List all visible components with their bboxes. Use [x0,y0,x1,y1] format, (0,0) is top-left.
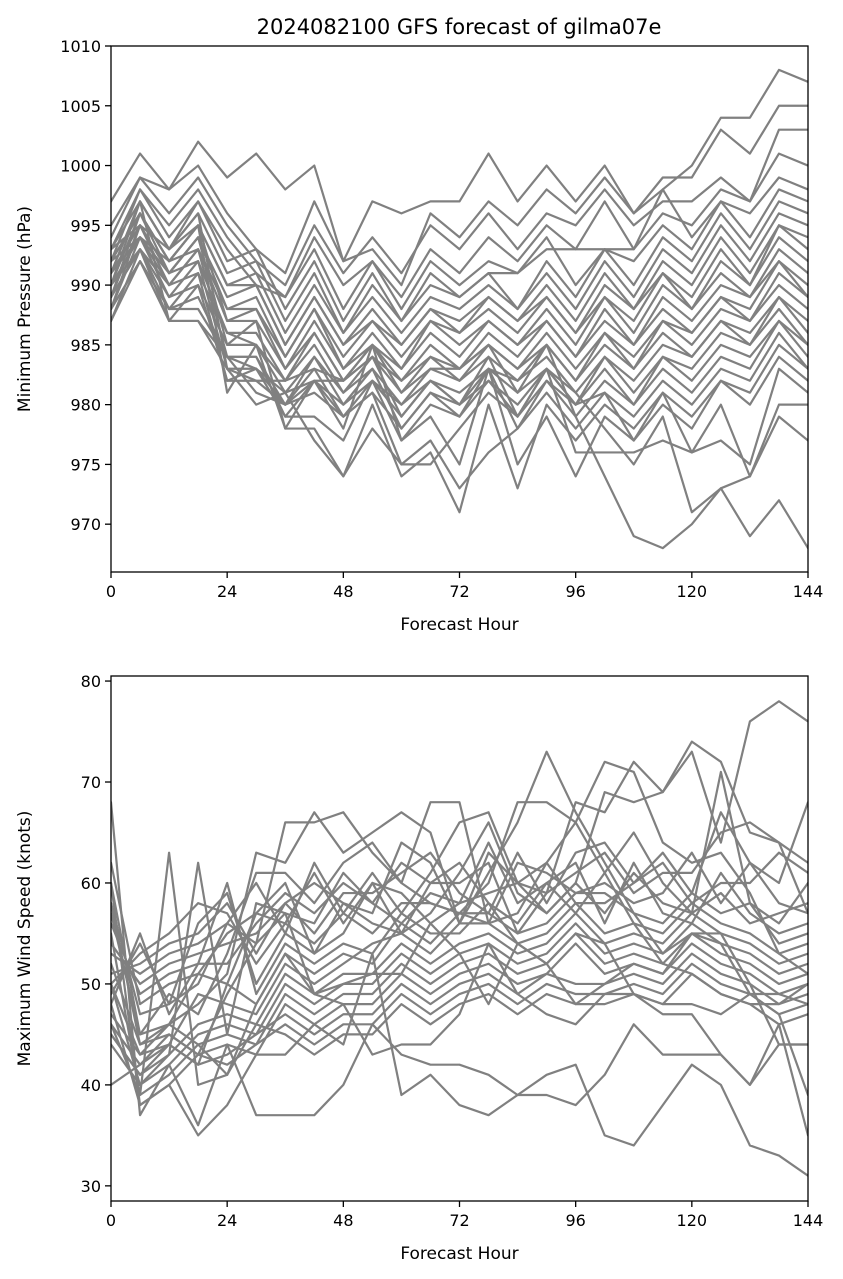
pressure-ytick-label: 1005 [60,97,101,116]
wind-series-line-26 [111,881,808,1076]
pressure-series-line-28 [111,248,808,550]
pressure-ytick-label: 970 [70,515,101,534]
pressure-ytick-label: 975 [70,455,101,474]
pressure-series-line-23 [111,212,808,514]
wind-ytick-label: 40 [81,1076,101,1095]
pressure-ytick-label: 980 [70,396,101,415]
wind-series-line-10 [111,700,808,1006]
figure-title: 2024082100 GFS forecast of gilma07e [257,15,662,39]
pressure-xtick-label: 120 [677,582,708,601]
pressure-chart: 0 24 48 72 96 120 144 970 975 980 985 990 995 1000 100… [15,37,823,635]
wind-xtick-label: 72 [449,1211,469,1230]
pressure-series-line-12 [111,236,808,370]
chart-panels: 0 24 48 72 96 120 144 970 975 980 985 990 995 1000 100… [15,37,823,1264]
pressure-series-line-3 [111,128,808,287]
wind-series-line-2 [111,881,808,1177]
wind-xtick-label: 24 [217,1211,237,1230]
pressure-series-line-2 [111,104,808,287]
pressure-xtick-label: 0 [106,582,116,601]
pressure-xtick-label: 48 [333,582,353,601]
pressure-ytick-label: 990 [70,276,101,295]
pressure-ytick-label: 995 [70,216,101,235]
wind-series-line-18 [111,891,808,1056]
pressure-series-group [111,68,808,550]
wind-series-line-24 [111,952,808,1066]
pressure-ytick-label: 1010 [60,37,101,56]
wind-ytick-label: 70 [81,773,101,792]
wind-series-line-22 [111,932,808,1097]
wind-xtick-label: 96 [565,1211,585,1230]
wind-xtick-label: 120 [677,1211,708,1230]
pressure-yaxis-label: Minimum Pressure (hPa) [15,206,35,412]
wind-series-line-20 [111,912,808,1076]
wind-series-line-8 [111,760,808,1036]
wind-chart: 0 24 48 72 96 120 144 30 40 50 60 70 80 Forecast Hour… [15,672,823,1264]
wind-series-line-19 [111,902,808,1066]
pressure-xtick-label: 24 [217,582,237,601]
pressure-xtick-label: 96 [565,582,585,601]
wind-series-group [111,700,808,1177]
wind-series-line-13 [111,821,808,975]
wind-ytick-label: 60 [81,874,101,893]
wind-ytick-label: 80 [81,672,101,691]
pressure-ytick-label: 985 [70,336,101,355]
pressure-xtick-label: 72 [449,582,469,601]
pressure-ytick-label: 1000 [60,157,101,176]
wind-xtick-label: 144 [793,1211,824,1230]
wind-yaxis-label: Maximum Wind Speed (knots) [15,811,35,1067]
pressure-xtick-label: 144 [793,582,824,601]
wind-ytick-label: 30 [81,1177,101,1196]
wind-ytick-label: 50 [81,975,101,994]
wind-series-line-21 [111,922,808,1086]
pressure-series-line-9 [111,212,808,346]
wind-series-line-25 [111,902,808,1066]
wind-xtick-label: 48 [333,1211,353,1230]
pressure-series-line-5 [111,176,808,311]
wind-xtick-label: 0 [106,1211,116,1230]
wind-xaxis-label: Forecast Hour [400,1244,518,1264]
pressure-series-line-1 [111,68,808,263]
pressure-series-line-4 [111,152,808,299]
pressure-xaxis-label: Forecast Hour [400,615,518,635]
wind-series-line-23 [111,942,808,1107]
pressure-series-line-27 [111,260,808,514]
pressure-series-line-7 [111,200,808,335]
